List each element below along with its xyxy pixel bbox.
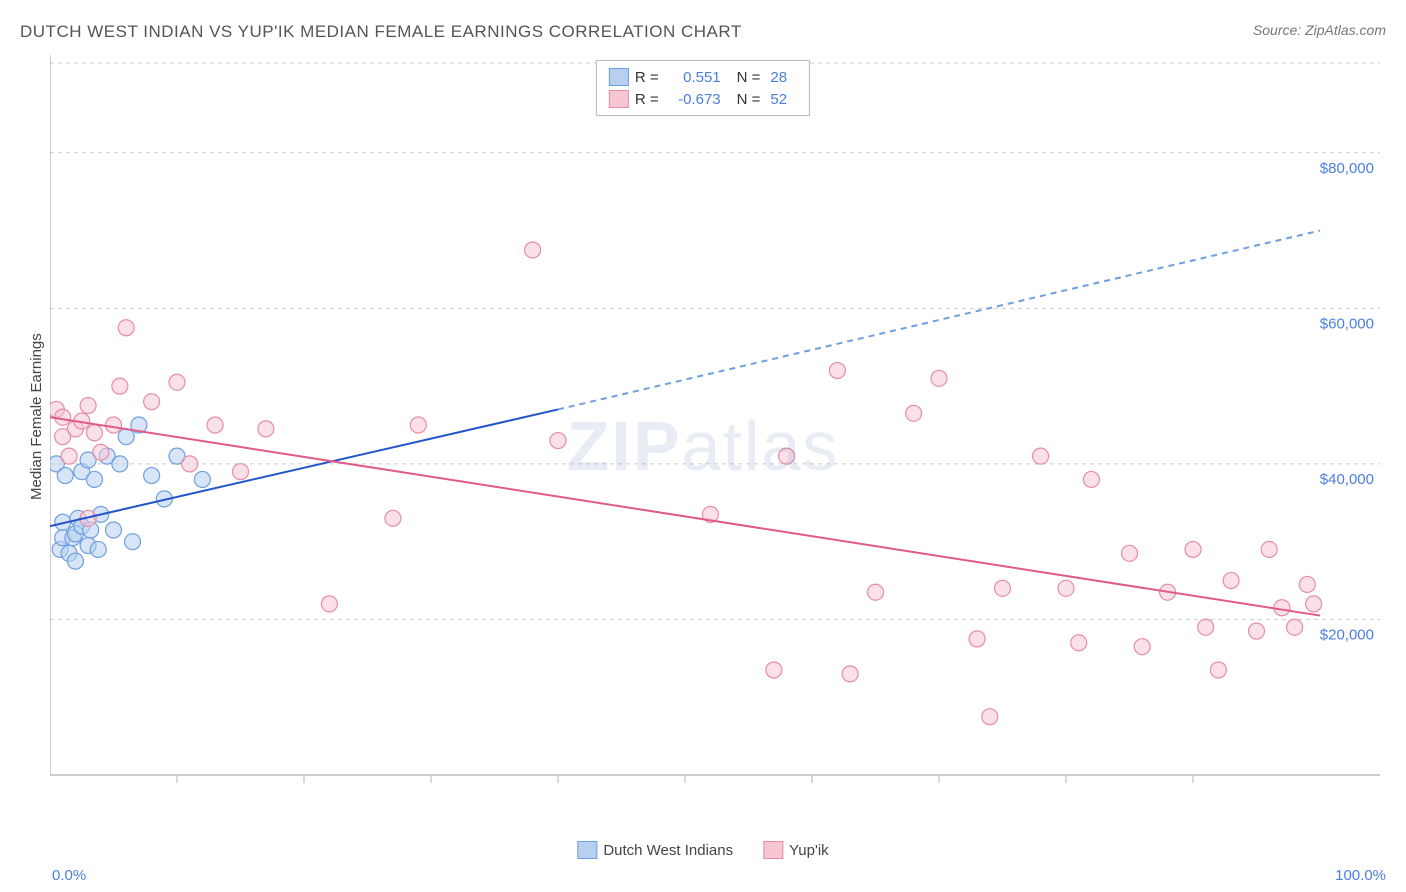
y-axis-label: Median Female Earnings [28,333,45,500]
legend-row: R = 0.551 N = 28 [609,66,797,88]
legend-n-value: 52 [770,91,787,108]
legend-r-label: R = [635,91,659,108]
svg-text:$60,000: $60,000 [1320,315,1374,332]
scatter-plot: $20,000 $40,000 $60,000 $80,000 [50,55,1380,815]
svg-text:$20,000: $20,000 [1320,626,1374,643]
legend-row: R = -0.673 N = 52 [609,88,797,110]
legend-swatch [763,841,783,859]
legend-swatch [609,90,629,108]
x-axis-max-label: 100.0% [1335,867,1386,884]
svg-text:$40,000: $40,000 [1320,471,1374,488]
legend-n-label: N = [737,69,761,86]
series-name: Dutch West Indians [603,842,733,859]
legend-swatch [577,841,597,859]
chart-title: DUTCH WEST INDIAN VS YUP'IK MEDIAN FEMAL… [20,22,742,42]
legend-swatch [609,68,629,86]
legend-n-value: 28 [770,69,787,86]
series-legend-item: Yup'ik [763,841,829,859]
source-label: Source: ZipAtlas.com [1253,22,1386,38]
legend-r-value: -0.673 [669,91,721,108]
legend-r-label: R = [635,69,659,86]
series-legend: Dutch West Indians Yup'ik [577,841,828,859]
legend-n-label: N = [737,91,761,108]
svg-text:$80,000: $80,000 [1320,160,1374,177]
series-legend-item: Dutch West Indians [577,841,733,859]
legend-r-value: 0.551 [669,69,721,86]
series-name: Yup'ik [789,842,829,859]
x-axis-min-label: 0.0% [52,867,86,884]
correlation-legend: R = 0.551 N = 28 R = -0.673 N = 52 [596,60,810,116]
